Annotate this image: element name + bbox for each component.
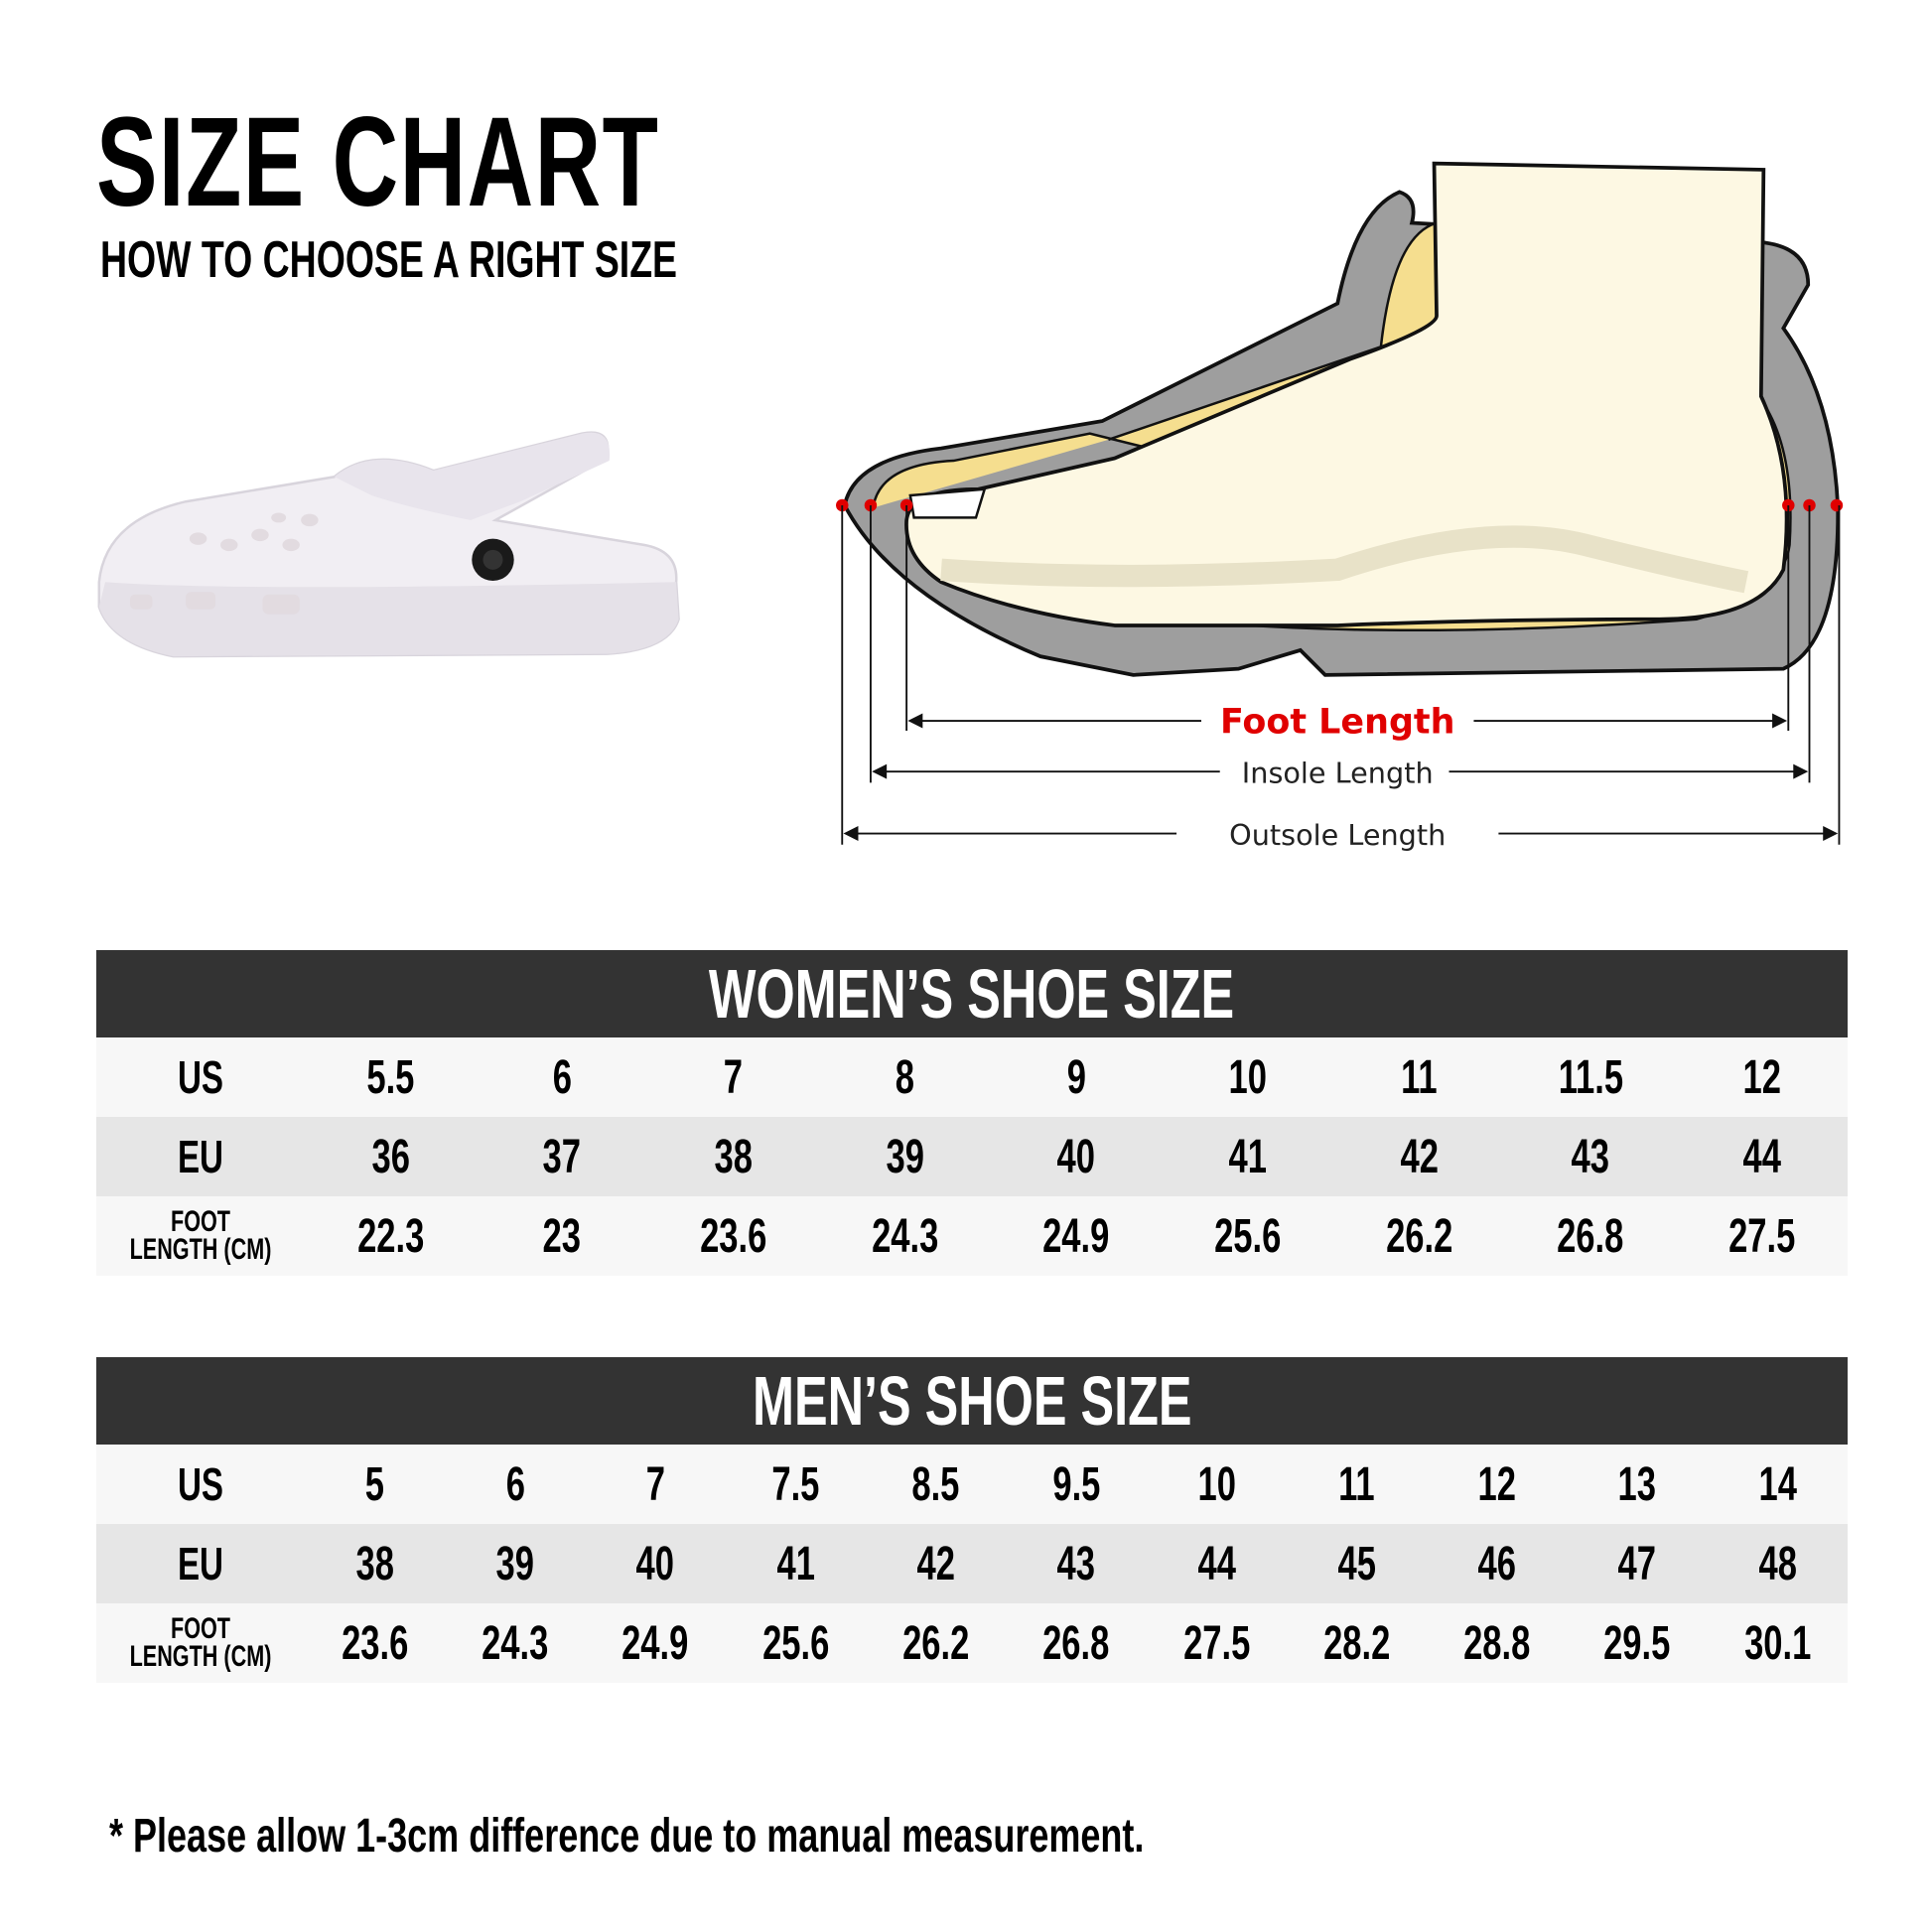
table-cell: 12 [1742,1050,1781,1104]
table-cell: 11 [1338,1457,1375,1511]
outsole-length-label: Outsole Length [1229,818,1446,852]
table-cell: 13 [1617,1457,1657,1511]
table-cell: 39 [886,1130,924,1183]
table-cell: 22.3 [356,1209,424,1263]
table-cell: 24.3 [482,1616,549,1670]
table-cell: 42 [1400,1130,1439,1183]
table-cell: 28.8 [1463,1616,1531,1670]
table-cell: 23.6 [342,1616,409,1670]
table-title: WOMEN’S SHOE SIZE [96,950,1848,1037]
table-cell: 11 [1401,1050,1438,1104]
table-cell: 39 [495,1537,535,1590]
foot-length-label: Foot Length [1220,702,1455,742]
shoe-diagram: Foot Length Insole Length Outsole Length [836,161,1844,852]
table-cell: 30.1 [1743,1616,1811,1670]
table-cell: 24.9 [1042,1209,1110,1263]
table-cell: 23 [542,1209,582,1263]
row-label: US [177,1051,224,1103]
mens-size-table: MEN’S SHOE SIZE US 5 6 7 7.5 8.5 9.5 10 11 12 13 1… [96,1357,1848,1683]
table-cell: 27.5 [1182,1616,1250,1670]
clog-image [97,431,680,658]
table-cell: 11.5 [1558,1050,1623,1104]
table-cell: 44 [1742,1130,1781,1183]
table-cell: 14 [1758,1457,1797,1511]
womens-size-table: WOMEN’S SHOE SIZE US 5.5 6 7 8 9 10 11 11.5 12 E… [96,950,1848,1276]
eu-row: EU 38 39 40 41 42 43 44 45 46 47 48 [96,1524,1848,1603]
table-cell: 6 [505,1457,525,1511]
table-cell: 25.6 [1214,1209,1282,1263]
table-cell: 26.8 [1557,1209,1624,1263]
table-cell: 12 [1477,1457,1516,1511]
table-cell: 48 [1758,1537,1797,1590]
table-cell: 46 [1477,1537,1516,1590]
table-cell: 42 [916,1537,955,1590]
table-cell: 8.5 [911,1457,960,1511]
table-cell: 43 [1056,1537,1096,1590]
row-label: FOOT LENGTH (CM) [129,1205,272,1266]
table-cell: 9 [1066,1050,1086,1104]
foot-length-row: FOOT LENGTH (CM) 23.6 24.3 24.9 25.6 26.2 26.8… [96,1603,1848,1683]
page-title: SIZE CHART [96,91,660,233]
table-cell: 10 [1228,1050,1267,1104]
insole-length-label: Insole Length [1242,756,1434,789]
table-cell: 40 [1056,1130,1096,1183]
table-cell: 8 [895,1050,914,1104]
table-cell: 38 [355,1537,394,1590]
table-cell: 36 [371,1130,410,1183]
table-cell: 9.5 [1051,1457,1100,1511]
table-cell: 23.6 [700,1209,767,1263]
row-label: US [177,1458,224,1510]
table-cell: 24.3 [871,1209,938,1263]
table-cell: 10 [1197,1457,1236,1511]
table-cell: 24.9 [621,1616,689,1670]
table-title: MEN’S SHOE SIZE [96,1357,1848,1445]
foot-shape [904,161,1789,627]
table-cell: 5 [365,1457,385,1511]
eu-row: EU 36 37 38 39 40 41 42 43 44 [96,1117,1848,1196]
table-cell: 38 [714,1130,753,1183]
table-cell: 26.2 [1385,1209,1452,1263]
us-row: US 5.5 6 7 8 9 10 11 11.5 12 [96,1037,1848,1117]
table-cell: 27.5 [1728,1209,1796,1263]
table-cell: 41 [776,1537,815,1590]
table-cell: 41 [1228,1130,1267,1183]
row-label: FOOT LENGTH (CM) [129,1612,272,1673]
table-cell: 5.5 [366,1050,415,1104]
row-label: EU [177,1131,224,1182]
table-cell: 26.2 [902,1616,970,1670]
table-cell: 7 [724,1050,744,1104]
table-cell: 40 [635,1537,675,1590]
table-cell: 7.5 [771,1457,820,1511]
table-cell: 29.5 [1603,1616,1671,1670]
page-subtitle: HOW TO CHOOSE A RIGHT SIZE [100,231,678,289]
table-cell: 37 [542,1130,582,1183]
table-cell: 28.2 [1322,1616,1391,1670]
table-cell: 44 [1197,1537,1236,1590]
table-cell: 47 [1617,1537,1657,1590]
table-cell: 6 [552,1050,572,1104]
table-cell: 7 [645,1457,665,1511]
foot-length-row: FOOT LENGTH (CM) 22.3 23 23.6 24.3 24.9 25.6 26… [96,1196,1848,1276]
table-cell: 43 [1571,1130,1610,1183]
table-cell: 45 [1337,1537,1376,1590]
table-cell: 25.6 [761,1616,830,1670]
us-row: US 5 6 7 7.5 8.5 9.5 10 11 12 13 14 [96,1445,1848,1524]
measurement-note: * Please allow 1-3cm difference due to m… [109,1810,1145,1863]
row-label: EU [177,1538,224,1589]
table-cell: 26.8 [1042,1616,1110,1670]
